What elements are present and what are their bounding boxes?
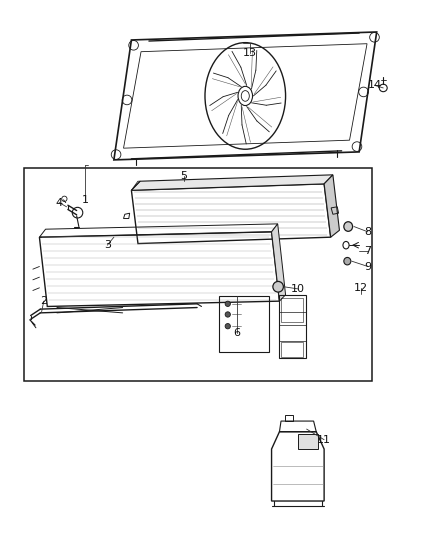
Bar [219,296,269,352]
Ellipse shape [225,301,230,306]
Bar [281,298,303,322]
Polygon shape [272,224,286,301]
Text: 5: 5 [180,171,187,181]
Bar [279,295,306,358]
Ellipse shape [225,312,230,317]
Text: 10: 10 [291,284,305,294]
Bar [285,415,293,421]
Text: 1: 1 [82,195,89,205]
Text: 3: 3 [104,240,111,250]
Text: 12: 12 [354,283,368,293]
Text: 6: 6 [233,328,240,338]
Text: 13: 13 [243,49,257,58]
Bar [24,168,372,381]
Text: 11: 11 [317,435,331,445]
Text: 4: 4 [56,198,63,207]
Text: 14: 14 [367,80,381,90]
Bar [281,342,303,357]
Text: 2: 2 [40,296,47,306]
Polygon shape [324,175,339,237]
Ellipse shape [273,281,283,292]
Ellipse shape [344,257,351,265]
Ellipse shape [344,222,353,231]
Polygon shape [131,175,333,190]
Text: 9: 9 [364,262,371,271]
Text: 8: 8 [364,227,371,237]
Bar [298,434,318,449]
Ellipse shape [225,324,230,329]
Text: 7: 7 [364,246,371,255]
